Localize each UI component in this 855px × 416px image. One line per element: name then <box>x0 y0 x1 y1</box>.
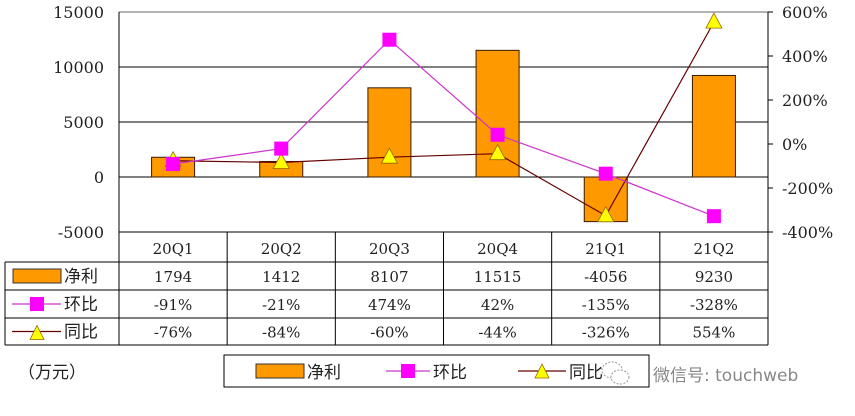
table-cell: -21% <box>262 296 300 314</box>
legend-label: 环比 <box>433 363 467 383</box>
triangle-marker-icon <box>597 205 615 223</box>
table-cell: -328% <box>690 296 738 314</box>
square-marker-icon <box>382 32 397 47</box>
right-axis-ticks: 600% 400% 200% 0% -200% -400% <box>768 3 833 242</box>
left-tick-label: 15000 <box>53 3 104 22</box>
row-label: 环比 <box>64 295 98 315</box>
table-cell: 1412 <box>262 268 300 286</box>
triangle-marker-icon <box>29 324 45 340</box>
table-header-cell: 21Q2 <box>693 240 734 258</box>
bar-legend-key <box>12 268 62 284</box>
left-tick-label: 10000 <box>53 58 104 77</box>
left-tick-label: -5000 <box>58 223 104 242</box>
data-table: 20Q1 20Q2 20Q3 20Q4 21Q1 21Q2 净利 1794 1412 8107 11… <box>4 231 769 346</box>
legend-triangle-icon <box>534 363 550 379</box>
watermark: 微信号: touchweb <box>601 361 798 386</box>
right-tick-label: 0% <box>782 135 807 154</box>
wechat-icon <box>601 361 630 385</box>
watermark-text: 微信号: touchweb <box>653 366 798 386</box>
left-axis-ticks: 15000 10000 5000 0 -5000 <box>53 3 104 242</box>
square-marker-icon <box>598 166 613 181</box>
legend-label: 同比 <box>569 363 603 383</box>
table-header-cell: 21Q1 <box>585 240 626 258</box>
square-marker-icon <box>706 209 721 224</box>
mom-line-series <box>166 32 721 224</box>
square-marker-icon <box>166 157 181 172</box>
table-cell: 554% <box>692 324 735 342</box>
legend: 净利 环比 同比 <box>223 354 650 388</box>
square-marker-icon <box>30 297 44 311</box>
table-header-cell: 20Q2 <box>261 240 302 258</box>
triangle-marker-icon <box>488 143 507 161</box>
line-path <box>172 38 715 217</box>
table-cell: 474% <box>368 296 411 314</box>
table-cell: -84% <box>262 324 300 342</box>
table-cell: -76% <box>154 324 192 342</box>
table-header-cell: 20Q1 <box>153 240 194 258</box>
table-header-cell: 20Q3 <box>369 240 410 258</box>
table-cell: -60% <box>370 324 408 342</box>
table-cell: 8107 <box>370 268 408 286</box>
square-marker-icon <box>490 127 505 142</box>
table-cell: -91% <box>154 296 192 314</box>
triangle-marker-icon <box>380 147 399 164</box>
right-tick-label: 200% <box>782 91 828 110</box>
right-tick-label: -400% <box>782 223 833 242</box>
table-cell: 1794 <box>154 268 192 286</box>
table-cell: -326% <box>582 324 630 342</box>
row-label: 同比 <box>64 323 98 343</box>
table-cell: -4056 <box>584 268 627 286</box>
table-cell: -44% <box>478 324 516 342</box>
net-profit-bars <box>151 49 736 223</box>
row-label: 净利 <box>64 267 98 287</box>
yoy-line-series <box>164 12 723 223</box>
triangle-marker-icon <box>705 12 723 29</box>
line-path <box>173 21 715 217</box>
bar-20Q3 <box>367 87 412 178</box>
table-cell: -135% <box>582 296 630 314</box>
legend-bar-key <box>255 363 305 379</box>
table-cell: 11515 <box>474 268 522 286</box>
legend-label: 净利 <box>307 363 341 383</box>
right-tick-label: -200% <box>782 179 833 198</box>
left-tick-label: 5000 <box>63 113 104 132</box>
table-cell: 42% <box>481 296 514 314</box>
right-tick-label: 400% <box>782 47 828 66</box>
legend-square-icon <box>401 364 415 378</box>
left-tick-label: 0 <box>94 168 104 187</box>
table-cell: 9230 <box>695 268 733 286</box>
right-tick-label: 600% <box>782 3 828 22</box>
unit-label: （万元） <box>18 363 86 383</box>
bar-21Q2 <box>691 74 736 178</box>
table-header-cell: 20Q4 <box>477 240 518 258</box>
triangle-marker-icon <box>272 152 290 169</box>
square-marker-icon <box>274 141 289 156</box>
